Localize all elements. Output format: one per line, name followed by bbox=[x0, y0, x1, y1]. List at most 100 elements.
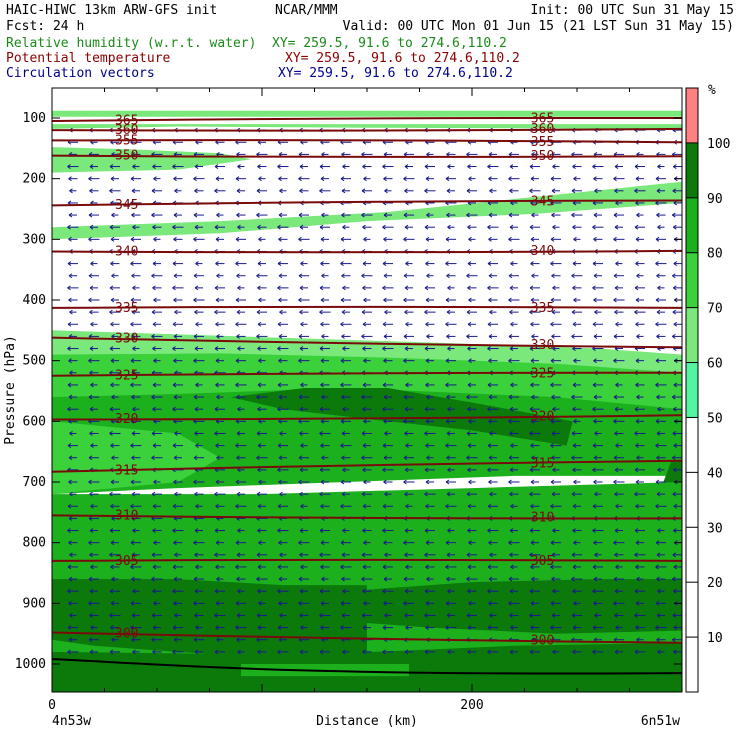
circulation-vector bbox=[424, 188, 436, 194]
circulation-vector bbox=[215, 625, 225, 631]
circulation-vector bbox=[109, 528, 120, 533]
circulation-vector bbox=[672, 455, 682, 461]
circulation-vector bbox=[279, 309, 287, 315]
circulation-vector bbox=[635, 358, 644, 364]
circulation-vector bbox=[634, 285, 645, 291]
circulation-vector bbox=[362, 261, 371, 267]
circulation-vector bbox=[468, 297, 476, 303]
circulation-vector bbox=[256, 455, 268, 461]
circulation-vector bbox=[509, 467, 518, 473]
circulation-vector bbox=[236, 613, 245, 618]
theta-contours bbox=[52, 116, 682, 644]
circulation-vector bbox=[152, 285, 162, 291]
circulation-vector bbox=[152, 321, 161, 327]
circulation-vector bbox=[299, 309, 309, 315]
circulation-vector bbox=[467, 406, 477, 412]
circulation-vector bbox=[88, 176, 100, 182]
circulation-vector bbox=[258, 176, 266, 182]
colorbar-swatch bbox=[686, 362, 698, 418]
circulation-vector bbox=[613, 600, 625, 606]
theta-contour-310 bbox=[52, 514, 682, 520]
circulation-vector bbox=[552, 164, 560, 169]
circulation-vector bbox=[403, 540, 415, 546]
circulation-vector bbox=[447, 406, 455, 412]
circulation-vector bbox=[592, 382, 603, 388]
circulation-vector bbox=[404, 164, 413, 169]
circulation-vector bbox=[152, 406, 162, 412]
circulation-vector bbox=[340, 176, 351, 182]
circulation-vector bbox=[552, 467, 560, 473]
circulation-vector bbox=[89, 346, 98, 351]
circulation-vector bbox=[445, 503, 457, 509]
circulation-vector bbox=[278, 576, 287, 582]
circulation-vector bbox=[552, 285, 560, 291]
circulation-vector bbox=[383, 151, 392, 157]
circulation-vector bbox=[110, 479, 119, 485]
circulation-vector bbox=[673, 649, 682, 655]
circulation-vector bbox=[109, 613, 121, 618]
circulation-vector bbox=[529, 309, 541, 315]
circulation-vector bbox=[510, 503, 518, 509]
circulation-vector bbox=[383, 418, 393, 424]
circulation-vector bbox=[277, 406, 289, 412]
circulation-vector bbox=[531, 394, 539, 400]
circulation-vector bbox=[426, 151, 434, 157]
circulation-vector bbox=[193, 600, 205, 606]
circulation-vector bbox=[614, 285, 623, 291]
circulation-vector bbox=[69, 552, 77, 558]
circulation-vector bbox=[672, 576, 682, 582]
circulation-vector bbox=[656, 576, 666, 582]
circulation-vector bbox=[467, 503, 476, 509]
circulation-vector bbox=[131, 309, 140, 315]
circulation-vector bbox=[572, 164, 582, 169]
circulation-vector bbox=[110, 540, 119, 546]
circulation-vector bbox=[172, 164, 184, 169]
circulation-vector bbox=[571, 188, 582, 194]
colorbar: 10 20 30 40 50 60 70 80 90 100 bbox=[685, 87, 730, 693]
circulation-vector bbox=[130, 382, 142, 388]
circulation-vector bbox=[488, 333, 497, 339]
circulation-vector bbox=[215, 564, 225, 570]
colorbar-unit: % bbox=[708, 83, 716, 98]
circulation-vector bbox=[529, 406, 540, 412]
circulation-vector bbox=[195, 625, 203, 631]
circulation-vector bbox=[593, 418, 603, 424]
circulation-vector bbox=[363, 479, 371, 485]
theta-label-left: 360 bbox=[115, 123, 138, 138]
circulation-vector bbox=[636, 576, 644, 582]
circulation-vector bbox=[382, 406, 394, 412]
circulation-vector bbox=[613, 273, 624, 279]
theta-contour-360 bbox=[52, 127, 682, 132]
circulation-vector bbox=[151, 431, 162, 436]
circulation-vector bbox=[613, 540, 625, 546]
circulation-vector bbox=[321, 455, 329, 461]
circulation-vector bbox=[635, 176, 644, 182]
circulation-vector bbox=[571, 613, 582, 618]
circulation-vector bbox=[447, 346, 455, 351]
circulation-vector bbox=[551, 273, 561, 279]
circulation-vector bbox=[673, 588, 682, 594]
circulation-vector bbox=[110, 600, 119, 606]
circulation-vector bbox=[403, 176, 415, 182]
circulation-vector bbox=[657, 406, 665, 412]
circulation-vector bbox=[468, 358, 476, 364]
circulation-vector bbox=[593, 600, 603, 606]
circulation-vector bbox=[90, 382, 98, 388]
circulation-vector bbox=[194, 431, 204, 436]
circulation-vector bbox=[130, 443, 142, 449]
circulation-vector bbox=[634, 164, 645, 169]
circulation-vector bbox=[467, 649, 477, 655]
theta-label-right: 355 bbox=[531, 135, 554, 150]
circulation-vector bbox=[446, 333, 456, 339]
circulation-vector bbox=[152, 588, 162, 594]
x-tick-label: 0 bbox=[48, 698, 56, 713]
circulation-vector bbox=[510, 382, 518, 388]
theta-label-left: 350 bbox=[115, 149, 138, 164]
circulation-vector bbox=[235, 625, 247, 631]
circulation-vector bbox=[235, 600, 246, 606]
circulation-vector bbox=[466, 212, 478, 218]
rh-field-xy: XY= 259.5, 91.6 to 274.6,110.2 bbox=[272, 36, 507, 51]
circulation-vector bbox=[446, 273, 456, 279]
circulation-vector bbox=[320, 176, 329, 182]
theta-label-left: 325 bbox=[115, 369, 138, 384]
